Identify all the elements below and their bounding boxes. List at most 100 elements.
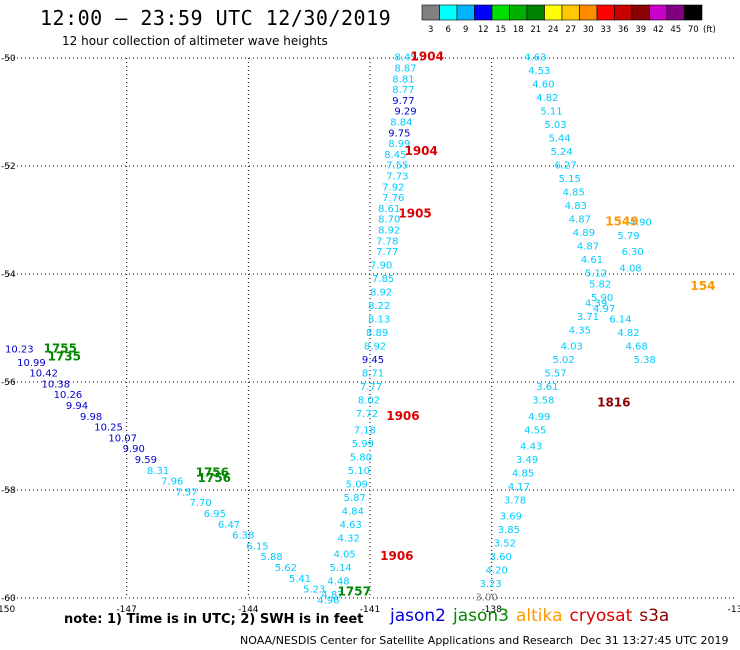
legend-bin-label: 12 — [478, 25, 489, 35]
legend-bin-label: 33 — [600, 25, 611, 35]
pass-time-label: 154 — [690, 279, 715, 293]
pass-time-label: 1905 — [398, 206, 431, 220]
wave-height-label: 5.82 — [589, 280, 611, 291]
wave-height-label: 5.99 — [352, 439, 374, 450]
wave-height-label: 7.96 — [161, 477, 183, 488]
wave-height-label: 3.85 — [498, 525, 520, 536]
wave-height-label: 4.90 — [630, 217, 652, 228]
pass-time-label: 1816 — [597, 395, 630, 409]
legend-bin-label: 9 — [463, 25, 468, 35]
wave-height-label: 4.48 — [327, 577, 349, 588]
wave-height-label: 4.83 — [565, 201, 587, 212]
wave-height-label: 5.90 — [591, 293, 613, 304]
wave-height-label: 4.84 — [342, 506, 364, 517]
footer-note: note: 1) Time is in UTC; 2) SWH is in fe… — [64, 612, 364, 627]
wave-height-label: 8.92 — [378, 226, 400, 237]
wave-height-label: 8.22 — [368, 301, 390, 312]
legend-bin-label: 6 — [446, 25, 451, 35]
wave-height-label: 10.23 — [5, 344, 34, 355]
wave-height-label: 9.94 — [66, 401, 88, 412]
wave-height-label: 10.42 — [29, 369, 58, 380]
wave-height-label: 8.45 — [384, 150, 406, 161]
wave-height-label: 9.29 — [394, 107, 416, 118]
wave-height-label: 7.85 — [372, 274, 394, 285]
wave-height-label: 9.75 — [388, 128, 410, 139]
wave-height-label: 5.44 — [548, 134, 570, 145]
wave-height-label: 4.82 — [617, 328, 639, 339]
wave-height-label: 4.63 — [340, 520, 362, 531]
wave-height-label: 4.63 — [524, 53, 546, 64]
wave-height-label: 3.71 — [577, 312, 599, 323]
pass-time-label: 1904 — [411, 50, 444, 64]
wave-height-label: 6.15 — [246, 541, 268, 552]
wave-height-label: 4.35 — [569, 325, 591, 336]
wave-height-label: 3.69 — [500, 512, 522, 523]
wave-height-label: 3.58 — [532, 396, 554, 407]
wave-height-label: 4.32 — [338, 533, 360, 544]
wave-height-label: 3.52 — [494, 539, 516, 550]
wave-height-label: 4.96 — [317, 595, 339, 606]
legend-bin-label: 45 — [670, 25, 681, 35]
page-subtitle: 12 hour collection of altimeter wave hei… — [62, 34, 328, 48]
wave-height-label: 5.15 — [559, 174, 581, 185]
wave-height-label: 5.57 — [544, 369, 566, 380]
longitude-tick-label: -141 — [360, 605, 380, 615]
wave-height-label: 8.89 — [366, 328, 388, 339]
wave-height-label: 4.82 — [536, 93, 558, 104]
pass-time-label: 1549 — [605, 214, 638, 228]
wave-height-label: 9.59 — [135, 455, 157, 466]
legend-bin-label: 36 — [618, 25, 629, 35]
latitude-tick-label: -56 — [1, 378, 16, 388]
wave-height-label: 6.47 — [218, 520, 240, 531]
wave-height-label: 4.89 — [573, 228, 595, 239]
wave-height-label: 5.87 — [344, 493, 366, 504]
wave-height-label: 8.92 — [364, 342, 386, 353]
wave-height-label: 5.12 — [585, 269, 607, 280]
wave-height-label: 9.98 — [80, 412, 102, 423]
wave-height-label: 4.87 — [577, 242, 599, 253]
pass-time-label: 1756 — [198, 471, 231, 485]
longitude-tick-label: -138 — [481, 605, 502, 615]
legend-bin-label: 39 — [635, 25, 646, 35]
wave-height-label: 5.38 — [634, 355, 656, 366]
page-title: 12:00 – 23:59 UTC 12/30/2019 — [40, 6, 392, 30]
wave-height-label: 8.99 — [388, 139, 410, 150]
wave-height-label: 4.20 — [486, 566, 508, 577]
wave-height-label: 3.61 — [536, 382, 558, 393]
wave-height-label: 4.87 — [321, 590, 343, 601]
wave-height-label: 6.30 — [621, 247, 643, 258]
longitude-tick-label: -144 — [238, 605, 259, 615]
wave-height-label: 9.90 — [123, 444, 145, 455]
latitude-tick-label: -52 — [1, 162, 16, 172]
wave-height-label: 4.87 — [569, 215, 591, 226]
pass-time-label: 1735 — [48, 349, 81, 363]
satellite-jason2: jason2 — [390, 606, 446, 626]
legend-bin-label: 24 — [548, 25, 559, 35]
wave-height-label: 7.92 — [382, 182, 404, 193]
wave-height-label: 5.80 — [350, 452, 372, 463]
wave-height-label: 3.78 — [504, 496, 526, 507]
wave-height-label: 5.62 — [275, 563, 297, 574]
wave-height-label: 6.14 — [609, 315, 631, 326]
wave-height-label: 7.77 — [360, 382, 382, 393]
legend-bin-label: 27 — [565, 25, 576, 35]
pass-time-label: 1906 — [386, 409, 419, 423]
wave-height-label: 5.23 — [303, 585, 325, 596]
footer-timestamp: Dec 31 13:27:45 UTC 2019 — [580, 634, 729, 647]
wave-height-label: 7.55 — [386, 161, 408, 172]
latitude-tick-label: -50 — [1, 54, 16, 64]
pass-time-label: 1757 — [338, 584, 371, 598]
wave-height-label: 7.18 — [354, 425, 376, 436]
wave-height-label: 4.60 — [532, 80, 554, 91]
legend-bin-label: 21 — [530, 25, 541, 35]
wave-height-label: 4.55 — [524, 425, 546, 436]
wave-height-label: 5.79 — [617, 231, 639, 242]
pass-time-label: 1904 — [404, 144, 437, 158]
legend-bin-label: 3 — [428, 25, 433, 35]
pass-time-label: 1756 — [196, 466, 229, 480]
wave-height-label: 3.23 — [480, 579, 502, 590]
latitude-tick-label: -54 — [1, 270, 16, 280]
wave-height-label: 5.24 — [550, 147, 572, 158]
wave-height-label: 7.78 — [376, 236, 398, 247]
